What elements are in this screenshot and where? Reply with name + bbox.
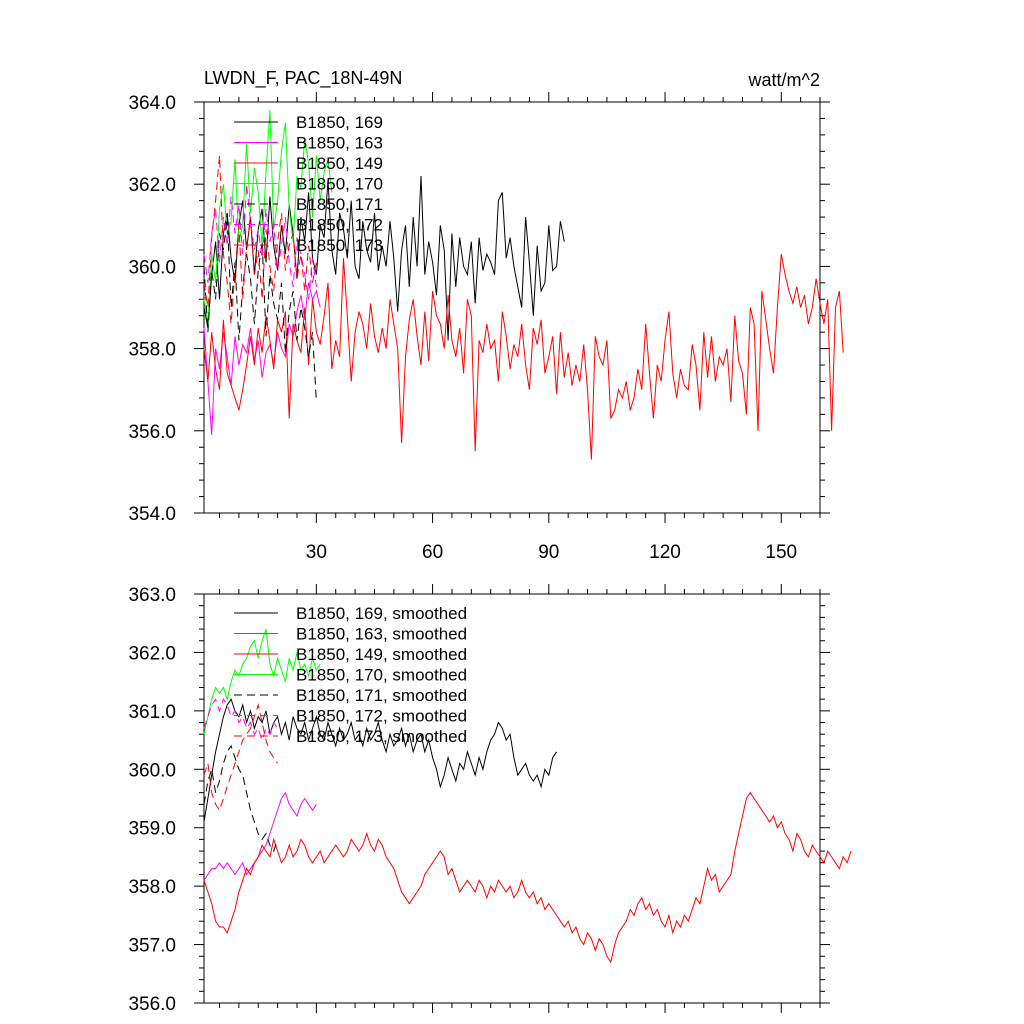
series-line — [203, 698, 279, 742]
x-tick-label: 120 — [649, 542, 681, 563]
x-tick-label: 90 — [538, 542, 559, 563]
bottom-panel: 356.0 357.0 358.0 359.0 360.0 361.0 362.0 363.0… — [128, 584, 852, 1015]
y-tick-label: 357.0 — [128, 936, 176, 957]
x-tick-label: 150 — [765, 542, 797, 563]
legend-label: B1850, 171, smoothed — [296, 686, 467, 705]
series-line — [203, 703, 279, 812]
legend-label: B1850, 169, smoothed — [296, 604, 467, 623]
series-line — [203, 698, 558, 822]
y-tick-label: 360.0 — [128, 760, 176, 781]
y-tick-label: 359.0 — [128, 819, 176, 840]
legend-label: B1850, 171 — [296, 195, 383, 214]
series-line — [203, 254, 844, 460]
y-tick-label: 358.0 — [128, 877, 176, 898]
legend-label: B1850, 172 — [296, 216, 383, 235]
legend-label: B1850, 169 — [296, 113, 383, 132]
legend-label: B1850, 149, smoothed — [296, 645, 467, 664]
y-tick-label: 356.0 — [128, 422, 176, 443]
series-line — [203, 282, 321, 435]
chart-title: LWDN_F, PAC_18N-49N — [204, 68, 402, 89]
legend-label: B1850, 163 — [296, 134, 383, 153]
series-line — [203, 628, 321, 735]
legend-label: B1850, 170, smoothed — [296, 666, 467, 685]
series-line — [203, 110, 333, 324]
legend-label: B1850, 149 — [296, 154, 383, 173]
y-tick-label: 358.0 — [128, 340, 176, 361]
units-label: watt/m^2 — [748, 70, 820, 90]
y-tick-label: 363.0 — [128, 585, 176, 606]
top-panel: 30 60 90 120 150 354.0 356.0 358.0 360.0 362.0 364… — [128, 92, 844, 563]
legend-label: B1850, 173, smoothed — [296, 727, 467, 746]
y-tick-label: 362.0 — [128, 643, 176, 664]
series-line — [203, 744, 279, 853]
series-line — [203, 155, 317, 324]
y-tick-label: 354.0 — [128, 504, 176, 525]
legend-label: B1850, 173 — [296, 236, 383, 255]
series-line — [203, 175, 565, 341]
y-tick-label: 361.0 — [128, 702, 176, 723]
legend-label: B1850, 170 — [296, 175, 383, 194]
x-tick-label: 30 — [306, 542, 327, 563]
x-tick-label: 60 — [422, 542, 443, 563]
series-line — [203, 217, 317, 403]
y-tick-label: 364.0 — [128, 93, 176, 114]
y-tick-label: 356.0 — [128, 994, 176, 1015]
y-tick-label: 360.0 — [128, 257, 176, 278]
series-line — [203, 184, 317, 300]
legend-label: B1850, 163, smoothed — [296, 625, 467, 644]
series-line — [203, 791, 317, 881]
y-tick-label: 362.0 — [128, 175, 176, 196]
plot-frame — [203, 593, 821, 1004]
series-line — [203, 791, 852, 964]
legend-label: B1850, 172, smoothed — [296, 707, 467, 726]
